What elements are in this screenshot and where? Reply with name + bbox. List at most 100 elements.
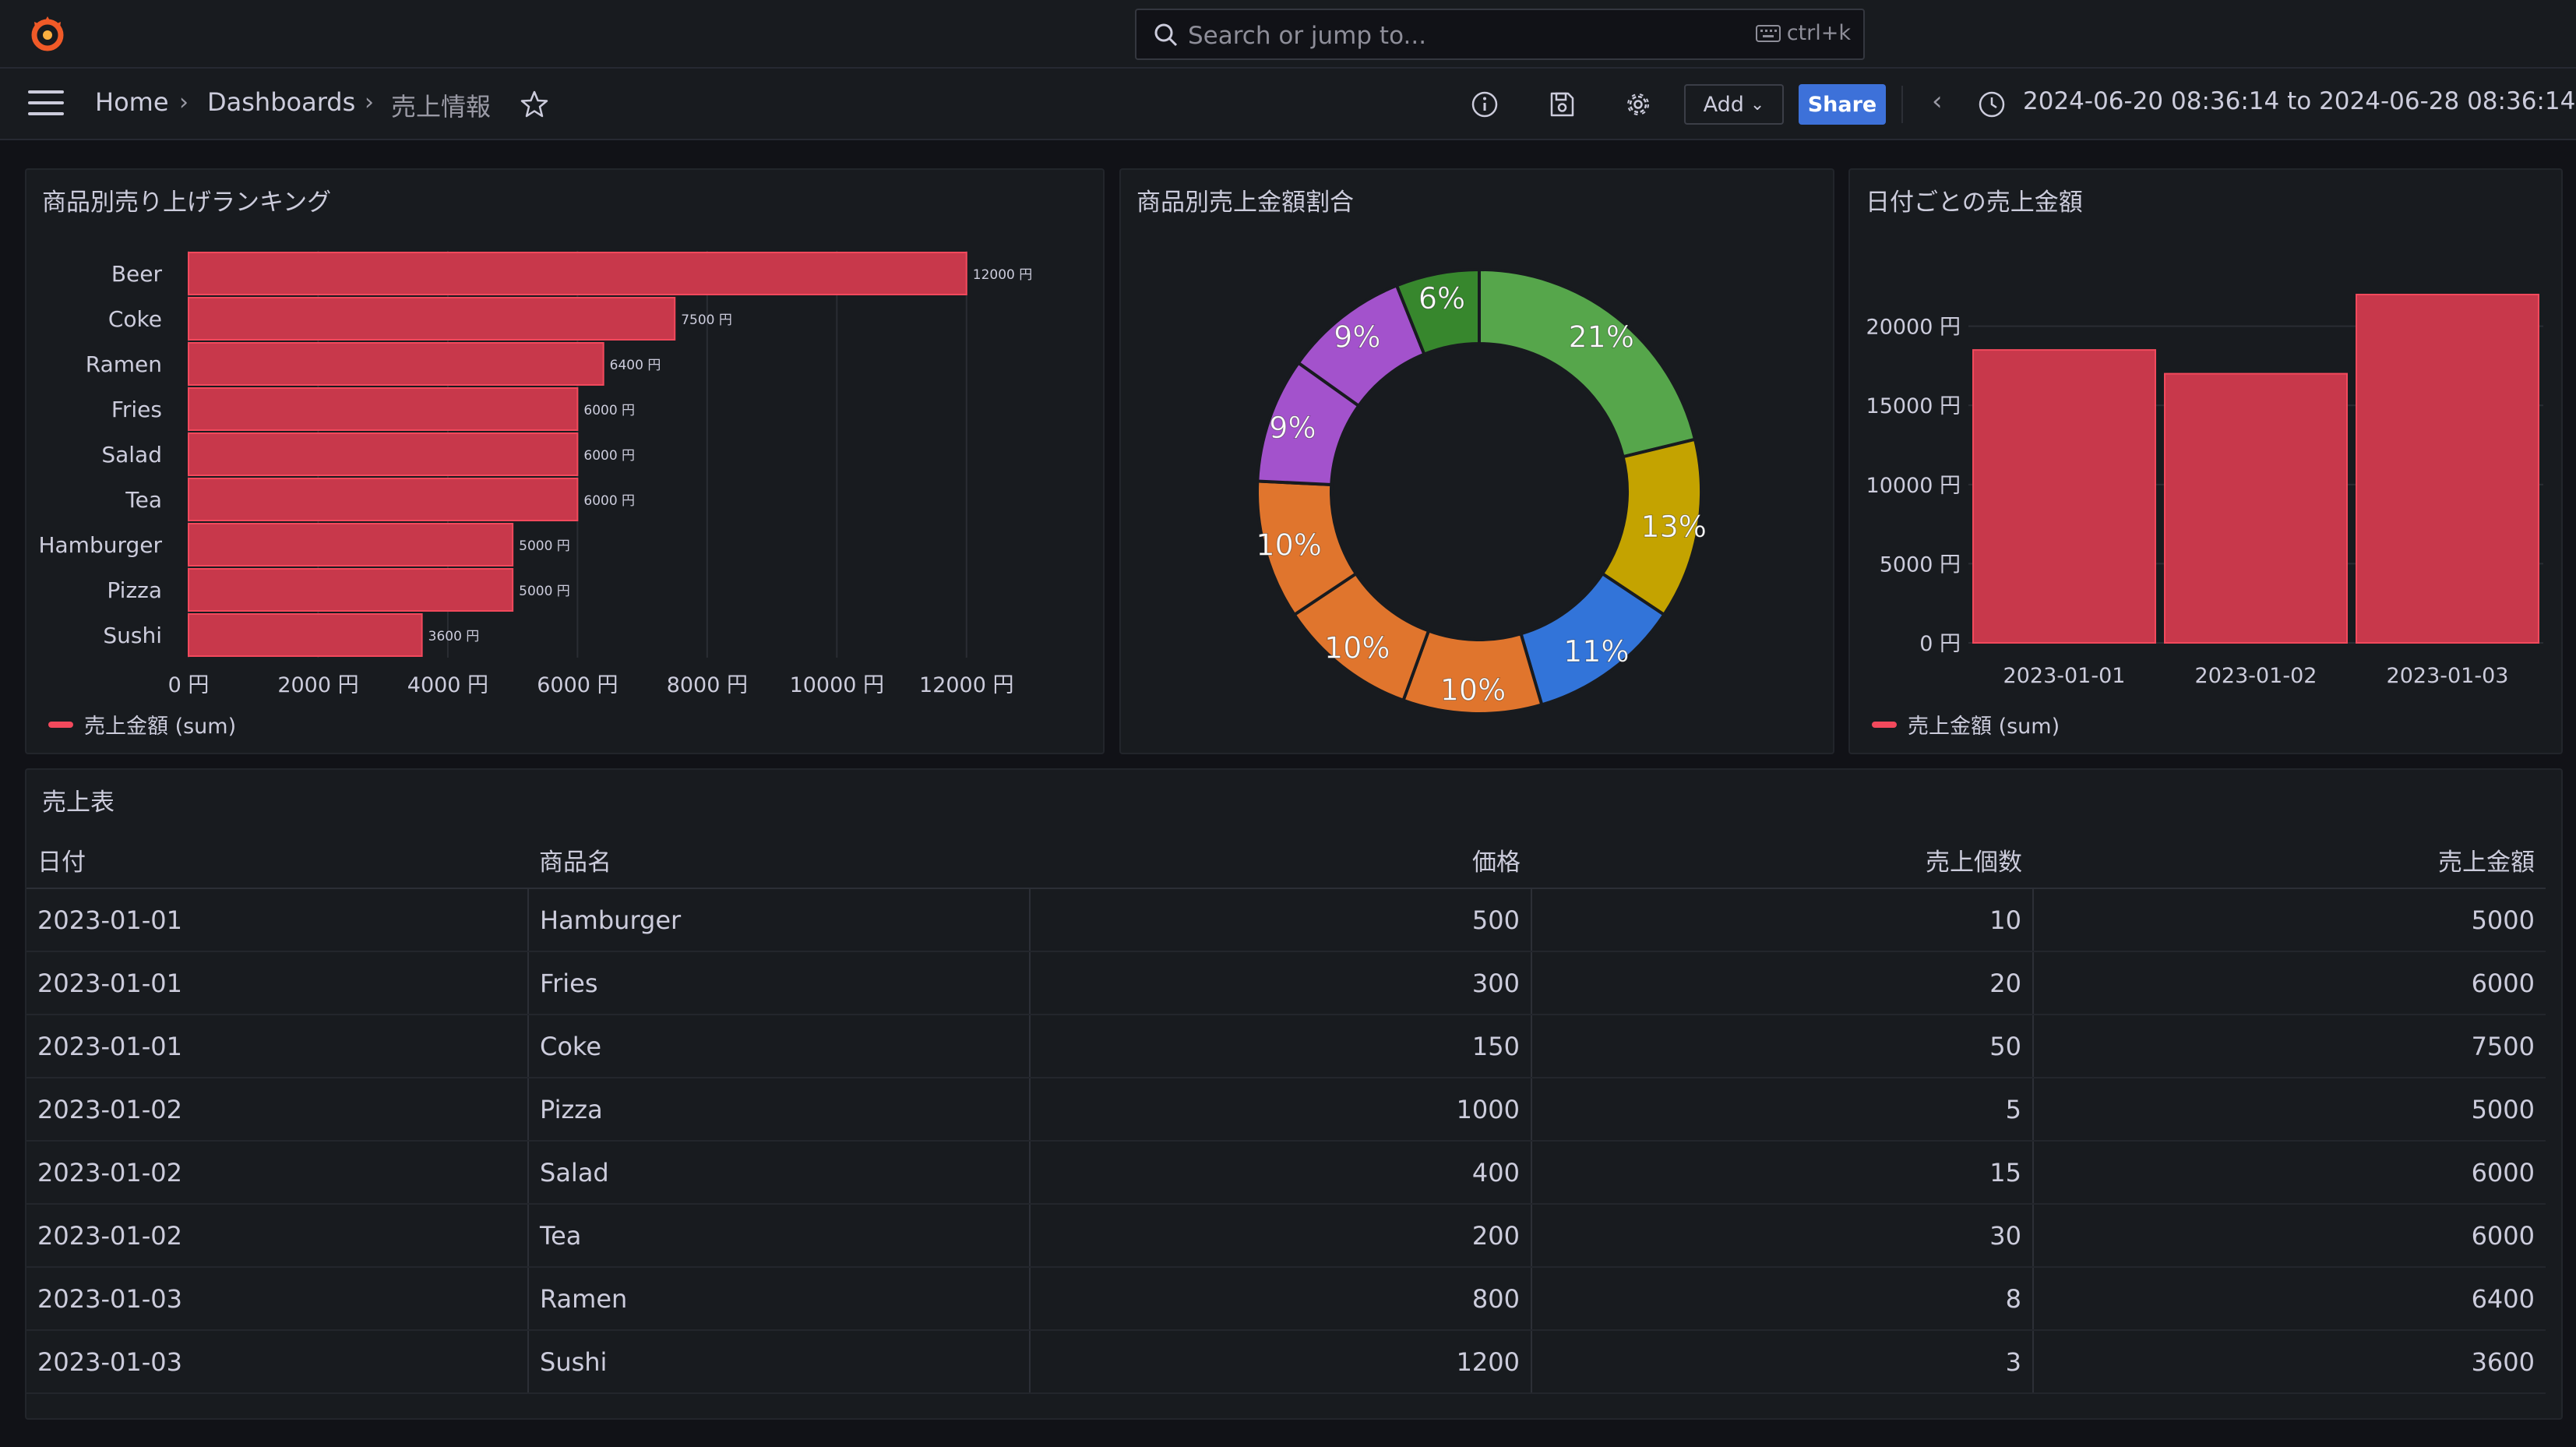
bar-value-label: 6400 円: [610, 358, 661, 373]
bar: [2164, 372, 2348, 644]
top-bar: Search or jump to... ctrl+k: [0, 0, 2576, 69]
bar: [188, 342, 604, 386]
table-cell: 2023-01-01: [26, 951, 528, 1015]
table-row: 2023-01-02 Salad 400 15 6000: [26, 1141, 2546, 1205]
daily-bar-chart: 0 円 5000 円 10000 円 15000 円 20000 円 2023-01-01…: [1866, 294, 2543, 688]
slice-label: 10%: [1440, 672, 1506, 707]
table-cell: Fries: [527, 951, 1030, 1015]
table-cell: Salad: [527, 1141, 1030, 1205]
daily-panel: 日付ごとの売上金額 0 円 5000 円 10000 円 15000 円 20000 円…: [1848, 168, 2563, 754]
chart-legend[interactable]: 売上金額 (sum): [1872, 709, 2060, 739]
table-cell: 7500: [2032, 1015, 2546, 1078]
bar: [188, 252, 967, 295]
x-tick-label: 2023-01-02: [2195, 664, 2317, 688]
keyboard-icon: [1755, 24, 1781, 42]
slice-label: 10%: [1256, 528, 1321, 563]
slice-label: 21%: [1568, 320, 1633, 355]
category-label: Ramen: [86, 351, 162, 377]
search-input[interactable]: Search or jump to... ctrl+k: [1135, 9, 1865, 60]
y-tick-label: 10000 円: [1866, 474, 1961, 498]
bar-value-label: 3600 円: [428, 629, 480, 644]
table-cell: 400: [1029, 1141, 1531, 1205]
table-cell: 6000: [2032, 951, 2546, 1015]
pie-slice: [1394, 267, 1481, 357]
settings-gear-icon[interactable]: [1623, 89, 1654, 120]
table-cell: 1200: [1029, 1330, 1531, 1394]
column-header-date[interactable]: 日付: [26, 831, 528, 889]
add-button-label: Add: [1703, 92, 1744, 117]
category-label: Pizza: [107, 577, 162, 603]
sales-table: 日付 商品名 価格 売上個数 売上金額 2023-01-01 Hamburger 5…: [26, 831, 2546, 1394]
panel-title[interactable]: 売上表: [42, 789, 115, 817]
column-header-price[interactable]: 価格: [1030, 831, 1531, 889]
table-row: 2023-01-02 Tea 200 30 6000: [26, 1204, 2546, 1268]
share-button[interactable]: Share: [1799, 84, 1886, 125]
search-icon: [1154, 23, 1178, 47]
column-header-quantity[interactable]: 売上個数: [1531, 831, 2033, 889]
panel-title[interactable]: 商品別売り上げランキング: [42, 189, 332, 217]
table-cell: 15: [1531, 1141, 2033, 1205]
info-icon[interactable]: [1469, 89, 1500, 120]
category-label: Hamburger: [38, 532, 162, 558]
column-header-amount[interactable]: 売上金額: [2033, 831, 2546, 889]
time-range-picker[interactable]: 2024-06-20 08:36:14 to 2024-06-28 08:36:…: [2023, 87, 2576, 115]
table-row: 2023-01-03 Ramen 800 8 6400: [26, 1267, 2546, 1331]
table-cell: 2023-01-03: [26, 1267, 528, 1331]
category-label: Coke: [108, 306, 162, 332]
slice-label: 10%: [1324, 630, 1390, 665]
y-tick-label: 15000 円: [1866, 394, 1961, 418]
x-tick-label: 2023-01-01: [2003, 664, 2126, 688]
chevron-left-icon[interactable]: ‹: [1932, 86, 1943, 117]
table-cell: 2023-01-01: [26, 1015, 528, 1078]
chevron-right-icon: ›: [365, 89, 374, 116]
pie-slice: [1478, 267, 1697, 459]
menu-icon[interactable]: [28, 90, 64, 117]
panel-title[interactable]: 商品別売上金額割合: [1136, 189, 1354, 217]
legend-swatch: [48, 721, 73, 728]
table-cell: Pizza: [527, 1078, 1030, 1142]
table-row: 2023-01-01 Fries 300 20 6000: [26, 951, 2546, 1015]
add-button[interactable]: Add ⌄: [1684, 84, 1784, 125]
y-tick-label: 0 円: [1919, 632, 1961, 656]
bar: [188, 613, 423, 657]
table-cell: 20: [1531, 951, 2033, 1015]
table-cell: 6000: [2032, 1141, 2546, 1205]
bar-value-label: 5000 円: [519, 538, 570, 554]
bar-value-label: 12000 円: [973, 267, 1032, 283]
table-cell: 3600: [2032, 1330, 2546, 1394]
panel-title[interactable]: 日付ごとの売上金額: [1866, 189, 2083, 217]
x-tick-label: 4000 円: [407, 673, 488, 697]
table-cell: 800: [1029, 1267, 1531, 1331]
save-icon[interactable]: [1546, 89, 1577, 120]
chevron-down-icon: ⌄: [1750, 94, 1765, 115]
table-cell: 1000: [1029, 1078, 1531, 1142]
star-icon[interactable]: [519, 89, 550, 120]
chevron-right-icon: ›: [179, 89, 189, 116]
table-cell: Hamburger: [527, 888, 1030, 952]
breadcrumb-home[interactable]: Home: [95, 87, 169, 117]
bar: [188, 568, 514, 612]
column-header-product[interactable]: 商品名: [528, 831, 1030, 889]
slice-label: 11%: [1563, 634, 1629, 669]
category-label: Fries: [111, 397, 162, 422]
bar: [188, 297, 676, 341]
table-row: 2023-01-02 Pizza 1000 5 5000: [26, 1078, 2546, 1142]
table-cell: 8: [1531, 1267, 2033, 1331]
clock-icon: [1979, 91, 2005, 118]
breadcrumb-dashboards[interactable]: Dashboards: [207, 87, 356, 117]
bar-value-label: 7500 円: [681, 312, 732, 328]
bar: [2356, 294, 2539, 644]
category-label: Salad: [101, 442, 162, 468]
x-tick-label: 10000 円: [790, 673, 884, 697]
bar: [188, 387, 579, 431]
toolbar-divider: [1901, 86, 1903, 123]
table-cell: 5: [1531, 1078, 2033, 1142]
table-cell: 150: [1029, 1015, 1531, 1078]
table-cell: 300: [1029, 951, 1531, 1015]
bar: [188, 432, 579, 476]
table-cell: Ramen: [527, 1267, 1030, 1331]
bar-value-label: 6000 円: [583, 493, 635, 509]
grafana-logo-icon[interactable]: [26, 12, 69, 55]
table-header-row: 日付 商品名 価格 売上個数 売上金額: [26, 831, 2546, 889]
chart-legend[interactable]: 売上金額 (sum): [48, 709, 236, 739]
